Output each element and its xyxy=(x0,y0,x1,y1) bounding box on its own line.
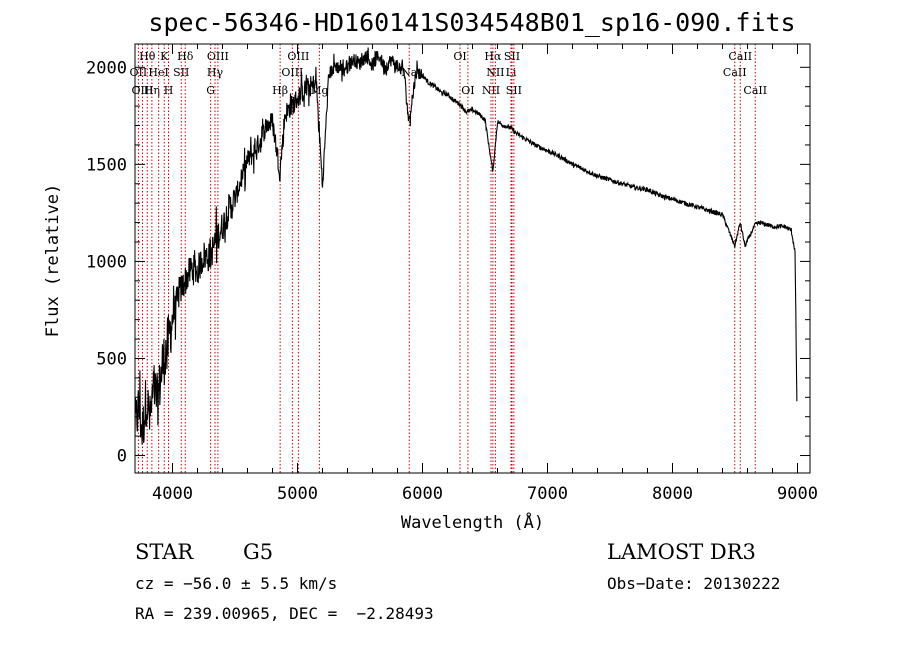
line-label: H xyxy=(164,84,174,97)
line-label: CaII xyxy=(723,66,747,79)
line-label: K xyxy=(160,50,169,63)
x-tick-label: 7000 xyxy=(527,484,568,504)
object-class-label: STAR xyxy=(135,540,194,564)
y-tick-label: 500 xyxy=(96,349,127,369)
line-label: Hη xyxy=(144,84,160,97)
line-label: OI xyxy=(461,84,474,97)
spectrum-line xyxy=(135,47,798,445)
y-tick-label: 1000 xyxy=(86,252,127,272)
line-label: SII xyxy=(506,84,522,97)
x-tick-label: 9000 xyxy=(777,484,818,504)
chart-title: spec-56346-HD160141S034548B01_sp16-090.f… xyxy=(148,8,796,37)
line-label: HeI xyxy=(148,66,168,79)
line-label: OI xyxy=(453,50,466,63)
subclass-label: G5 xyxy=(243,540,274,564)
y-axis-label: Flux (relative) xyxy=(43,184,63,338)
line-label: SII xyxy=(504,50,520,63)
y-tick-label: 2000 xyxy=(86,58,127,78)
coordinates-label: RA = 239.00965, DEC = −2.28493 xyxy=(135,604,434,623)
line-label: OII xyxy=(130,66,148,79)
line-label: CaII xyxy=(728,50,752,63)
line-label: OIII xyxy=(287,50,309,63)
x-tick-label: 5000 xyxy=(277,484,318,504)
line-label: G xyxy=(206,84,215,97)
line-label: OIII xyxy=(207,50,229,63)
line-label: CaII xyxy=(743,84,767,97)
line-label: Hβ xyxy=(272,84,288,97)
x-tick-label: 4000 xyxy=(152,484,193,504)
line-label: Hα xyxy=(484,50,502,63)
y-tick-label: 1500 xyxy=(86,155,127,175)
line-label: Hθ xyxy=(139,50,156,63)
line-label: Hδ xyxy=(177,50,194,63)
redshift-label: cz = −56.0 ± 5.5 km/s xyxy=(135,574,338,593)
line-label: OIII xyxy=(281,66,303,79)
y-tick-label: 0 xyxy=(117,447,127,467)
survey-label: LAMOST DR3 xyxy=(607,540,756,564)
x-tick-label: 6000 xyxy=(402,484,443,504)
line-label: SII xyxy=(173,66,189,79)
line-label: Na xyxy=(401,66,418,79)
line-label: OIII xyxy=(131,84,153,97)
obs-date-label: Obs−Date: 20130222 xyxy=(607,574,781,593)
x-axis-label: Wavelength (Å) xyxy=(401,511,544,533)
x-tick-label: 8000 xyxy=(652,484,693,504)
line-label: NII xyxy=(486,66,504,79)
line-label: Li xyxy=(506,66,517,79)
line-label: Hγ xyxy=(207,66,224,79)
line-label: NII xyxy=(482,84,500,97)
